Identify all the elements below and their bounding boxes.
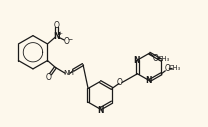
Text: N: N bbox=[53, 32, 60, 41]
Text: N: N bbox=[97, 106, 103, 115]
Text: NH: NH bbox=[63, 70, 74, 76]
Text: N: N bbox=[145, 76, 152, 85]
Text: O: O bbox=[117, 78, 123, 87]
Text: +: + bbox=[58, 31, 63, 36]
Text: O: O bbox=[53, 21, 59, 30]
Text: −: − bbox=[68, 37, 73, 42]
Text: N: N bbox=[133, 56, 140, 65]
Text: O: O bbox=[152, 54, 158, 63]
Text: O: O bbox=[46, 73, 51, 82]
Text: CH₃: CH₃ bbox=[157, 56, 169, 62]
Text: CH₃: CH₃ bbox=[169, 65, 181, 71]
Text: O: O bbox=[63, 36, 69, 45]
Text: O: O bbox=[164, 64, 170, 73]
